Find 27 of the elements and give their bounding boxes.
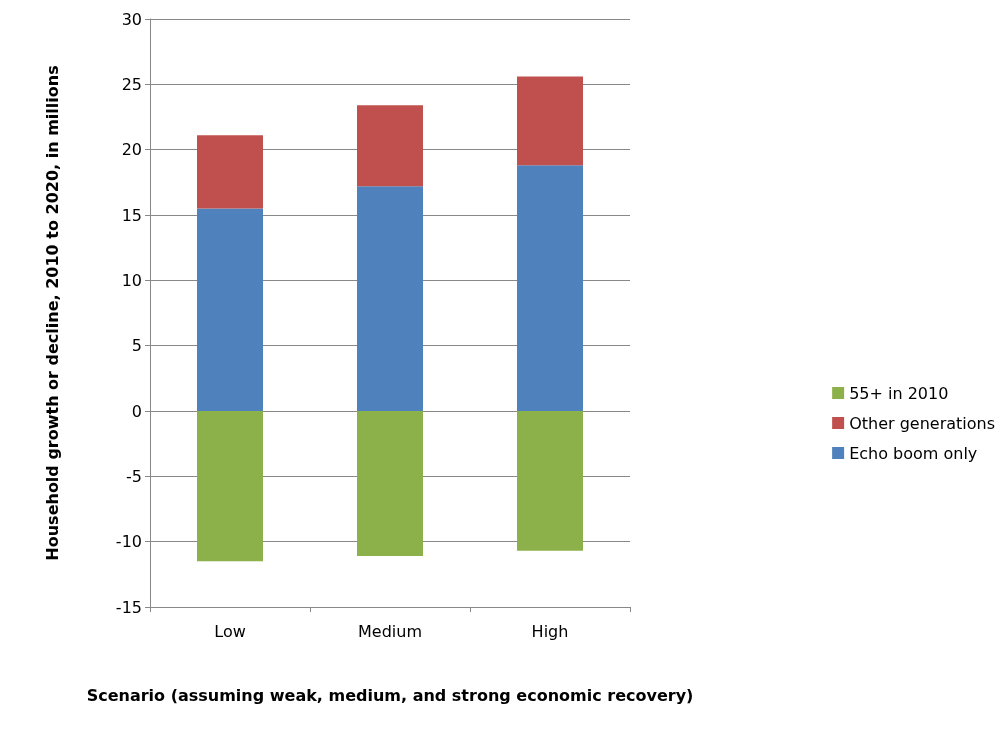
bar (357, 105, 423, 187)
x-tick-label: Medium (358, 621, 422, 641)
bar (517, 76, 583, 166)
bar (357, 411, 423, 557)
bar (357, 186, 423, 411)
bar (517, 165, 583, 411)
y-tick-label: 15 (121, 205, 142, 225)
x-tick-label: Low (214, 621, 246, 641)
bar (517, 411, 583, 551)
legend-label: Other generations (849, 413, 996, 433)
bar (197, 411, 263, 562)
y-tick-label: 20 (121, 140, 142, 160)
y-tick-label: -5 (126, 466, 142, 486)
y-tick-label: 0 (131, 401, 142, 421)
x-tick-label: High (531, 621, 569, 641)
y-tick-label: -15 (115, 597, 142, 617)
y-tick-label: 25 (121, 74, 142, 94)
legend-label: Echo boom only (849, 443, 978, 463)
y-tick-label: 5 (131, 336, 142, 356)
y-tick-label: 30 (121, 9, 142, 29)
y-tick-label: 10 (121, 270, 142, 290)
bar (197, 208, 263, 411)
x-axis-title: Scenario (assuming weak, medium, and strong economic recovery) (86, 685, 694, 705)
bar (197, 135, 263, 209)
y-tick-label: -10 (115, 532, 142, 552)
legend-label: 55+ in 2010 (849, 383, 949, 403)
y-axis-title: Household growth or decline, 2010 to 2020, in millions (42, 65, 62, 561)
